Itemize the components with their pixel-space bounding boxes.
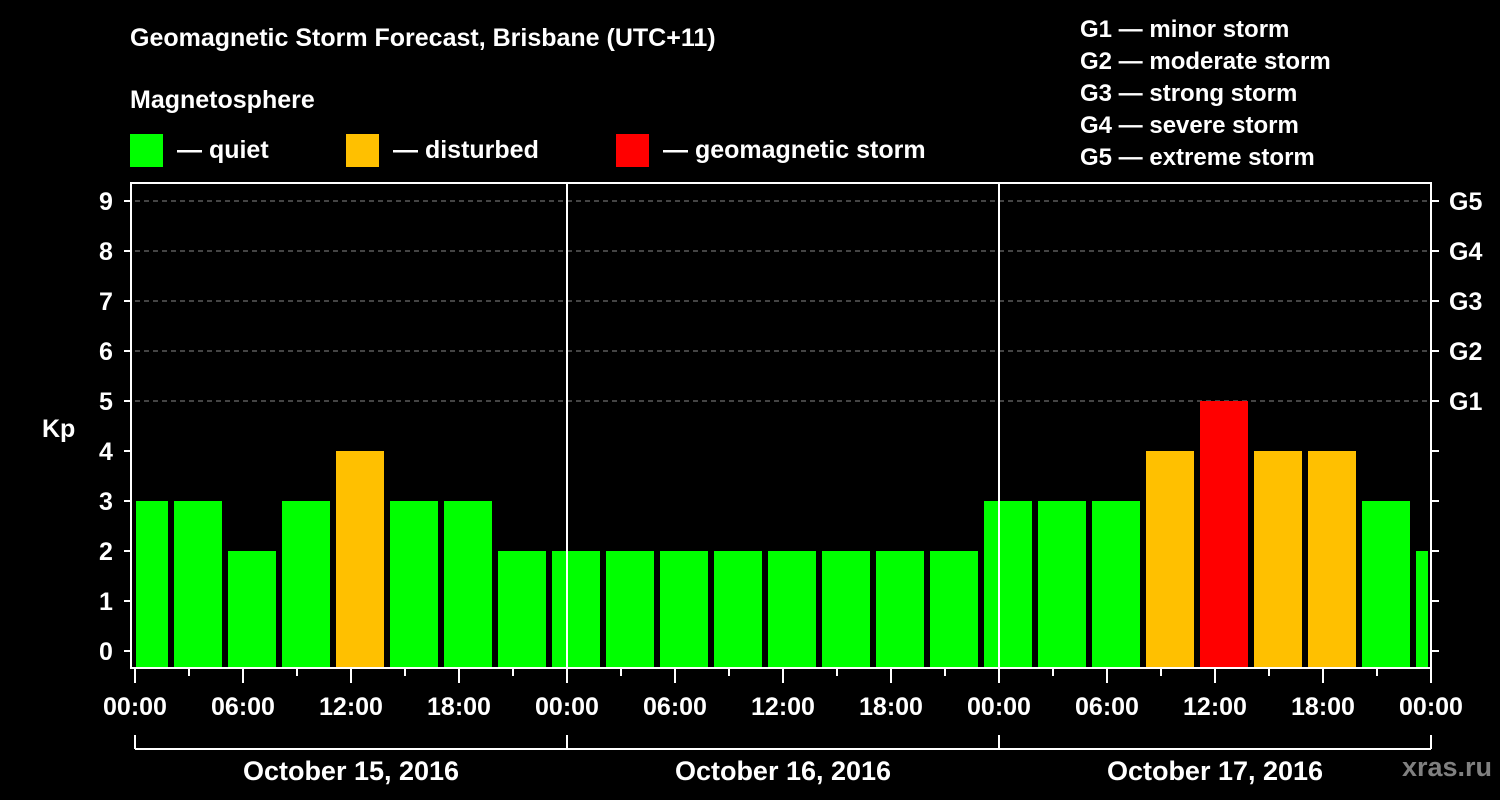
y-axis-title: Kp <box>42 415 75 443</box>
y-tick-label: 4 <box>99 438 113 466</box>
x-tick-label: 06:00 <box>211 693 275 721</box>
x-tick-label: 12:00 <box>751 693 815 721</box>
y-tick-label: 7 <box>99 288 113 316</box>
kp-bar <box>768 551 816 668</box>
kp-bar <box>822 551 870 668</box>
kp-bar <box>174 501 222 668</box>
axes <box>124 182 1439 750</box>
x-tick-label: 12:00 <box>319 693 383 721</box>
chart-title: Geomagnetic Storm Forecast, Brisbane (UT… <box>130 24 716 52</box>
kp-bar <box>1416 551 1428 668</box>
magnetosphere-heading: Magnetosphere <box>130 86 315 114</box>
gridlines <box>135 200 1431 402</box>
kp-bar <box>1308 451 1356 668</box>
legend-storm: — geomagnetic storm <box>616 134 926 167</box>
x-tick-label: 18:00 <box>427 693 491 721</box>
plot-frame <box>130 182 1432 669</box>
x-tick-label: 18:00 <box>1291 693 1355 721</box>
g-scale-item: G2 — moderate storm <box>1080 48 1331 75</box>
x-tick-label: 06:00 <box>1075 693 1139 721</box>
x-tick-label: 12:00 <box>1183 693 1247 721</box>
y-tick-label: 8 <box>99 238 113 266</box>
kp-bar <box>336 451 384 668</box>
kp-bar <box>714 551 762 668</box>
date-label: October 16, 2016 <box>675 756 891 786</box>
kp-bar <box>1146 451 1194 668</box>
kp-bar <box>606 551 654 668</box>
kp-bar <box>1254 451 1302 668</box>
g-scale-legend: G1 — minor storm G2 — moderate storm G3 … <box>1080 14 1331 174</box>
date-label: October 17, 2016 <box>1107 756 1323 786</box>
y-tick-label: 3 <box>99 488 113 516</box>
kp-bar <box>1038 501 1086 668</box>
legend-storm-label: — geomagnetic storm <box>663 136 926 164</box>
y-tick-label: 5 <box>99 388 113 416</box>
storm-swatch-icon <box>616 134 649 167</box>
quiet-swatch-icon <box>130 134 163 167</box>
kp-bar <box>1200 401 1248 668</box>
kp-bar <box>1362 501 1410 668</box>
kp-bar <box>136 501 168 668</box>
g-level-label: G5 <box>1449 188 1482 216</box>
kp-bar <box>1092 501 1140 668</box>
kp-bar <box>390 501 438 668</box>
y-tick-label: 1 <box>99 588 113 616</box>
date-label: October 15, 2016 <box>243 756 459 786</box>
legend-disturbed: — disturbed <box>346 134 539 167</box>
kp-bar <box>984 501 1032 668</box>
g-level-label: G3 <box>1449 288 1482 316</box>
kp-bar <box>552 551 600 668</box>
g-scale-item: G3 — strong storm <box>1080 80 1298 107</box>
kp-bar <box>930 551 978 668</box>
kp-bar <box>444 501 492 668</box>
kp-bar <box>498 551 546 668</box>
disturbed-swatch-icon <box>346 134 379 167</box>
legend-quiet: — quiet <box>130 134 269 167</box>
kp-bar <box>282 501 330 668</box>
g-scale-item: G1 — minor storm <box>1080 16 1290 43</box>
x-tick-label: 06:00 <box>643 693 707 721</box>
kp-bar <box>660 551 708 668</box>
x-tick-label: 00:00 <box>103 693 167 721</box>
g-scale-item: G5 — extreme storm <box>1080 144 1315 171</box>
y-tick-label: 2 <box>99 538 113 566</box>
g-level-label: G2 <box>1449 338 1482 366</box>
x-tick-label: 00:00 <box>535 693 599 721</box>
y-tick-label: 9 <box>99 188 113 216</box>
x-tick-label: 18:00 <box>859 693 923 721</box>
x-tick-label: 00:00 <box>967 693 1031 721</box>
g-level-label: G1 <box>1449 388 1482 416</box>
y-tick-label: 6 <box>99 338 113 366</box>
bars <box>136 401 1428 668</box>
x-tick-label: 00:00 <box>1399 693 1463 721</box>
legend-quiet-label: — quiet <box>177 136 269 164</box>
watermark: xras.ru <box>1401 752 1492 782</box>
g-scale-item: G4 — severe storm <box>1080 112 1299 139</box>
axis-labels: 0 1 2 3 4 5 6 7 8 9 G1 G2 G3 G4 G5 Kp 00:00 06:00 12:00 18:… <box>42 188 1482 786</box>
y-tick-label: 0 <box>99 638 113 666</box>
g-level-label: G4 <box>1449 238 1482 266</box>
legend-disturbed-label: — disturbed <box>393 136 539 164</box>
kp-bar <box>228 551 276 668</box>
kp-bar <box>876 551 924 668</box>
